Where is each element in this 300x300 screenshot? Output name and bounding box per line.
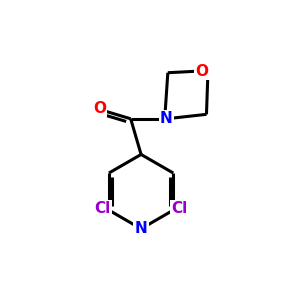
Text: N: N [135, 221, 148, 236]
Text: Cl: Cl [172, 201, 188, 216]
Text: O: O [93, 101, 106, 116]
Text: O: O [195, 64, 208, 79]
Text: Cl: Cl [94, 201, 110, 216]
Text: N: N [160, 111, 173, 126]
